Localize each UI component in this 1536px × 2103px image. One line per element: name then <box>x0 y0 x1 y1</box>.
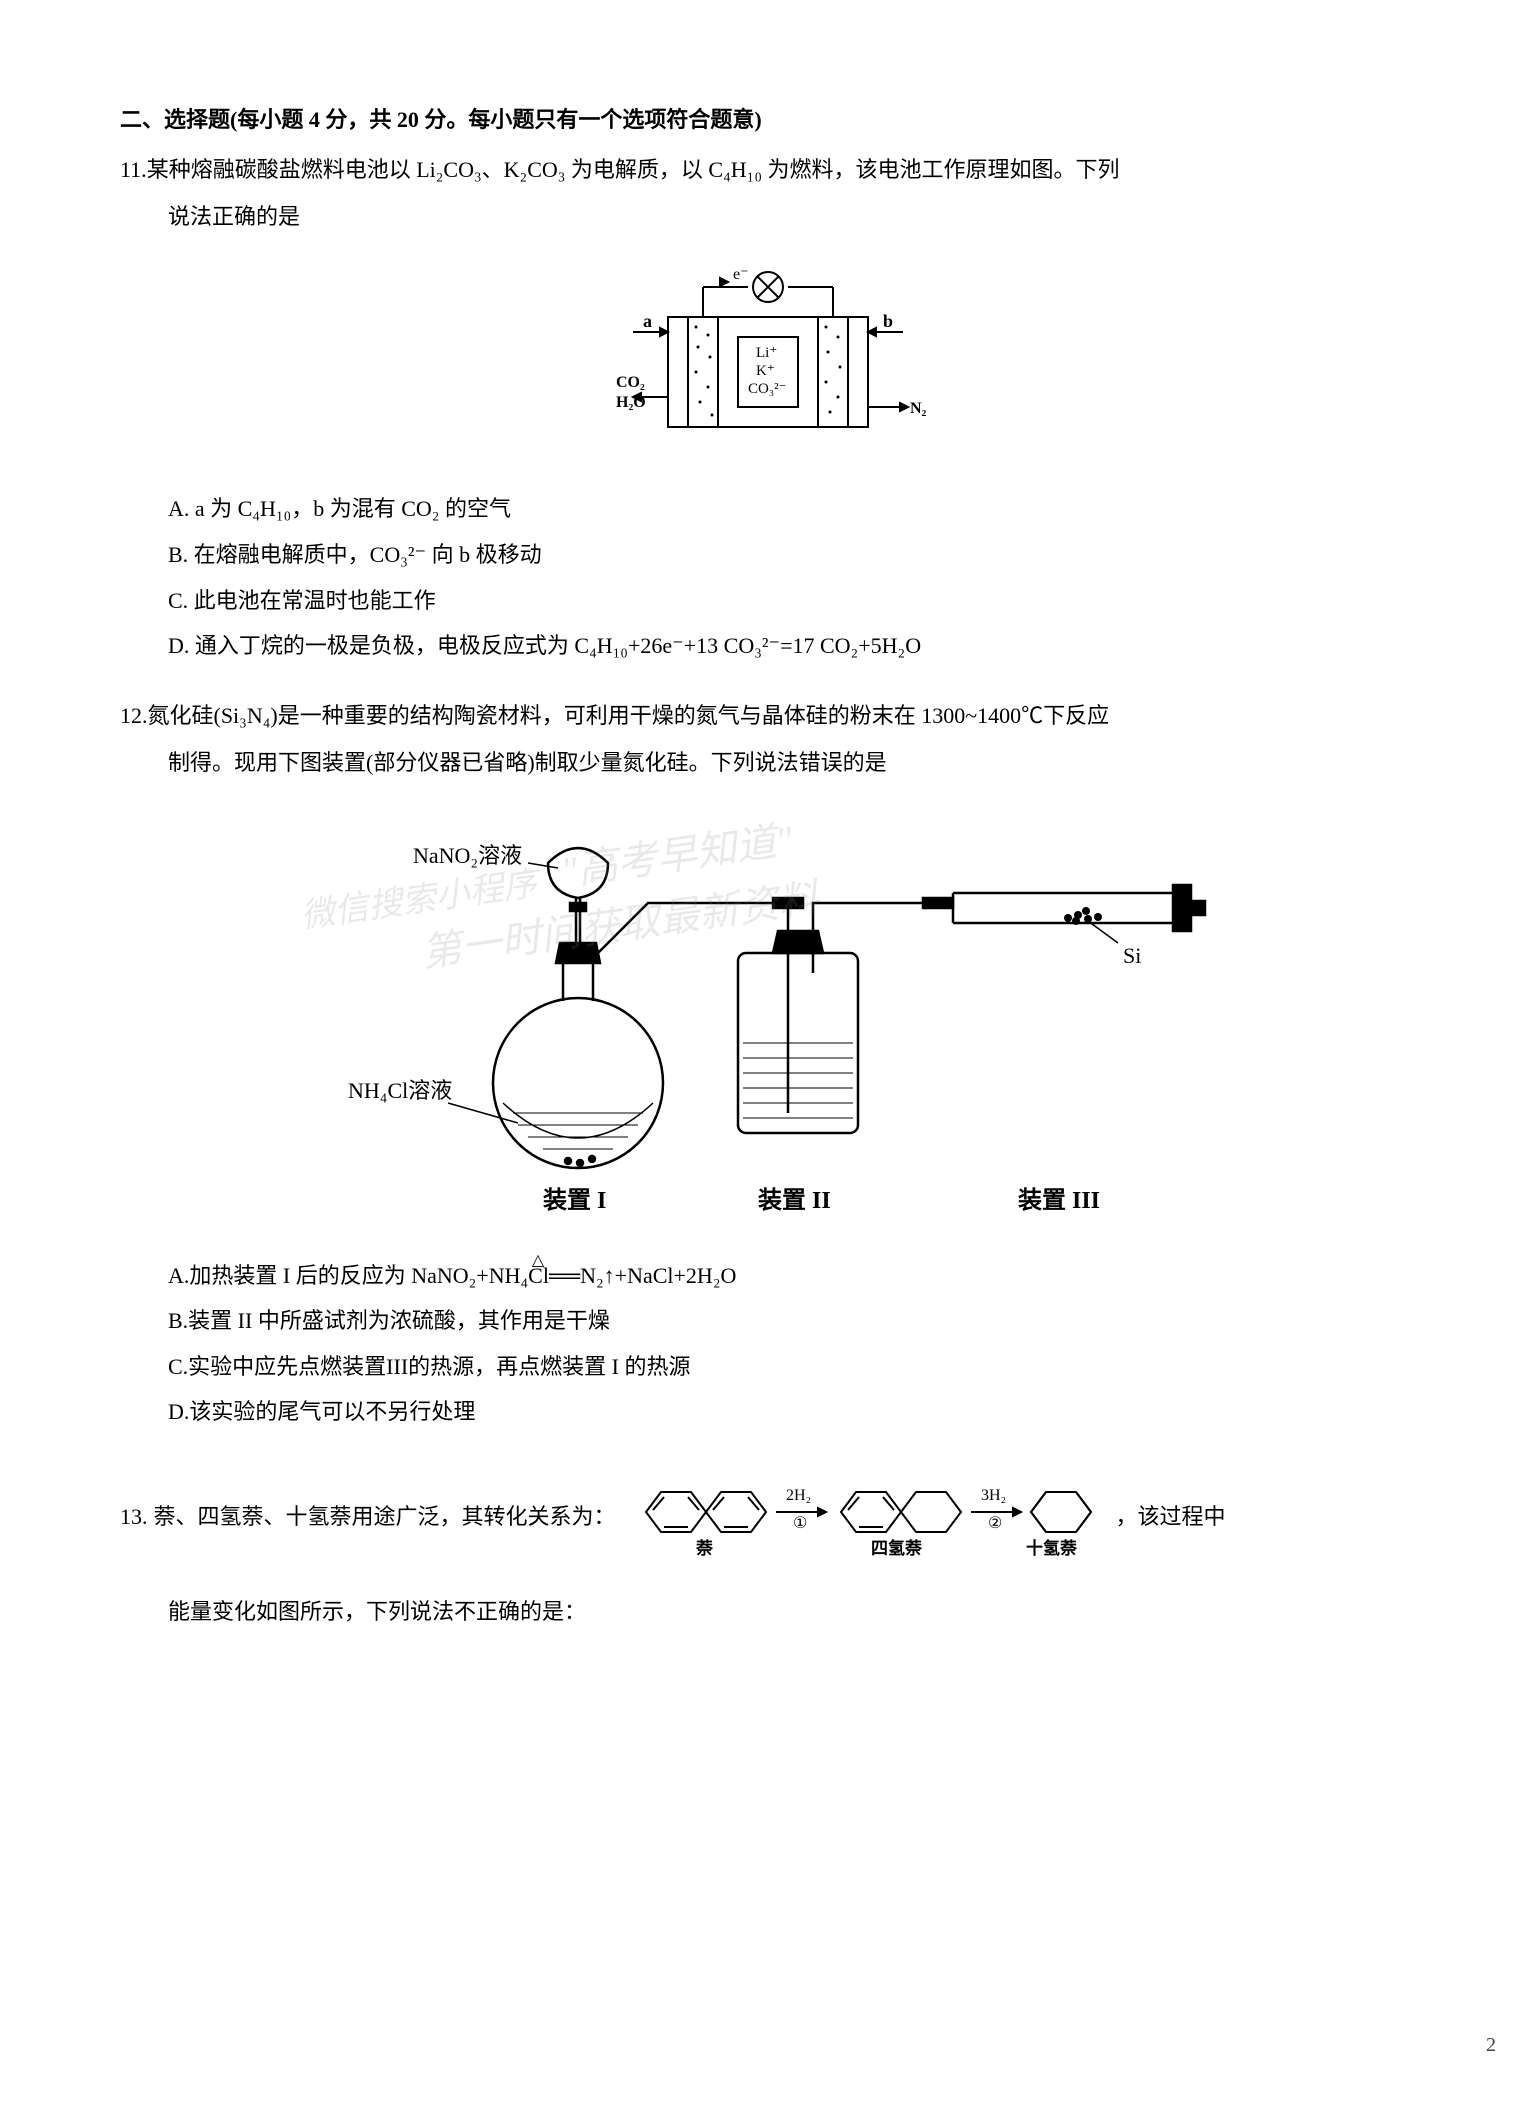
q13-fig-name3: 十氢萘 <box>1026 1538 1078 1558</box>
q11-fig-h2o: H₂O <box>616 394 646 411</box>
q13-fig-arrow2-top: 3H₂ <box>981 1487 1006 1504</box>
q13-fig-name1: 萘 <box>695 1539 714 1558</box>
q11-option-a: A. a 为 C₄H₁₀，b 为混有 CO₂ 的空气 <box>168 489 1416 529</box>
page-number: 2 <box>1486 2027 1496 2063</box>
q12-stem: 12.氮化硅(Si₃N₄)是一种重要的结构陶瓷材料，可利用干燥的氮气与晶体硅的粉… <box>120 696 1416 736</box>
q12-number: 12. <box>120 703 148 728</box>
section-header: 二、选择题(每小题 4 分，共 20 分。每小题只有一个选项符合题意) <box>120 100 1416 140</box>
q11-fig-e-label: e⁻ <box>733 266 749 283</box>
q12-fig-nano2: NaNO₂溶液 <box>413 843 522 868</box>
q11-option-d: D. 通入丁烷的一极是负极，电极反应式为 C₄H₁₀+26e⁻+13 CO₃²⁻… <box>168 626 1416 666</box>
q12-fig-dev2: 装置 II <box>758 1187 831 1214</box>
q11-options: A. a 为 C₄H₁₀，b 为混有 CO₂ 的空气 B. 在熔融电解质中，CO… <box>120 489 1416 665</box>
q12-optA-text: A.加热装置 I 后的反应为 NaNO₂+NH₄Cl══N₂↑+NaCl+2H₂… <box>168 1263 736 1288</box>
q12-stem-text: 氮化硅(Si₃N₄)是一种重要的结构陶瓷材料，可利用干燥的氮气与晶体硅的粉末在 … <box>148 703 1110 728</box>
q11-option-b: B. 在熔融电解质中，CO₃²⁻ 向 b 极移动 <box>168 535 1416 575</box>
q12-option-b: B.装置 II 中所盛试剂为浓硫酸，其作用是干燥 <box>168 1301 1416 1341</box>
q12-stem-cont: 制得。现用下图装置(部分仪器已省略)制取少量氮化硅。下列说法错误的是 <box>120 743 1416 783</box>
q11-fig-a: a <box>643 311 652 331</box>
q13-fig-arrow2-bot: ② <box>988 1515 1002 1532</box>
q13-fig-name2: 四氢萘 <box>871 1538 923 1558</box>
q11-stem-cont: 说法正确的是 <box>120 197 1416 237</box>
q13-fig-arrow1-top: 2H₂ <box>786 1487 811 1504</box>
q12-fig-si: Si <box>1123 943 1141 968</box>
q11-figure: e⁻ a b Li⁺ K⁺ CO₃²⁻ CO₂ H₂O N₂ <box>120 257 1416 470</box>
q12-options: A.加热装置 I 后的反应为 NaNO₂+NH₄Cl══N₂↑+NaCl+2H₂… <box>120 1256 1416 1432</box>
q11-fig-n2: N₂ <box>910 400 927 417</box>
q11-number: 11. <box>120 157 147 182</box>
q13-figure: 2H₂ ① 3H₂ ② 萘 四氢萘 十氢萘 <box>626 1472 1106 1562</box>
q11-stem-text: 某种熔融碳酸盐燃料电池以 Li₂CO₃、K₂CO₃ 为电解质，以 C₄H₁₀ 为… <box>147 157 1120 182</box>
q13-stem-a: 萘、四氢萘、十氢萘用途广泛，其转化关系为： <box>154 1497 616 1537</box>
question-12: 12.氮化硅(Si₃N₄)是一种重要的结构陶瓷材料，可利用干燥的氮气与晶体硅的粉… <box>120 696 1416 1432</box>
q11-fig-ion1: Li⁺ <box>756 345 777 361</box>
q11-fig-ion3: CO₃²⁻ <box>748 381 786 397</box>
q11-fig-co2: CO₂ <box>616 374 645 391</box>
q12-option-d: D.该实验的尾气可以不另行处理 <box>168 1392 1416 1432</box>
q13-stem-cont: 能量变化如图所示，下列说法不正确的是： <box>120 1592 1416 1632</box>
question-11: 11.某种熔融碳酸盐燃料电池以 Li₂CO₃、K₂CO₃ 为电解质，以 C₄H₁… <box>120 150 1416 666</box>
q12-fig-nh4cl: NH₄Cl溶液 <box>348 1078 452 1103</box>
question-13: 13. 萘、四氢萘、十氢萘用途广泛，其转化关系为： <box>120 1472 1416 1632</box>
q11-option-c: C. 此电池在常温时也能工作 <box>168 581 1416 621</box>
q13-fig-arrow1-bot: ① <box>793 1515 807 1532</box>
q12-fig-dev3: 装置 III <box>1018 1187 1100 1214</box>
q12-fig-dev1: 装置 I <box>543 1187 606 1214</box>
q11-stem: 11.某种熔融碳酸盐燃料电池以 Li₂CO₃、K₂CO₃ 为电解质，以 C₄H₁… <box>120 150 1416 190</box>
q13-number: 13. <box>120 1497 148 1537</box>
q12-option-c: C.实验中应先点燃装置III的热源，再点燃装置 I 的热源 <box>168 1347 1416 1387</box>
q12-optA-delta: △ <box>532 1252 544 1269</box>
q12-option-a: A.加热装置 I 后的反应为 NaNO₂+NH₄Cl══N₂↑+NaCl+2H₂… <box>168 1256 1416 1296</box>
q12-figure: NaNO₂溶液 NH₄Cl溶液 Si 装置 I 装置 II 装置 III <box>120 803 1416 1236</box>
q11-fig-b: b <box>883 311 893 331</box>
q13-stem-b: ，该过程中 <box>1116 1497 1226 1537</box>
q11-fig-ion2: K⁺ <box>756 363 775 379</box>
